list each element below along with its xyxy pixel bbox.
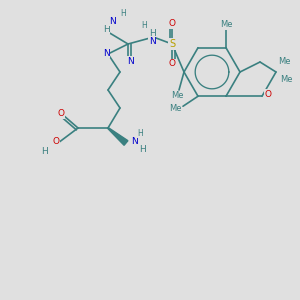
Text: S: S [169,39,175,49]
Text: N: N [110,16,116,26]
Text: O: O [52,137,59,146]
Text: H: H [40,148,47,157]
Text: O: O [265,90,272,99]
Text: N: N [103,49,110,58]
Text: Me: Me [169,104,181,113]
Text: H: H [148,28,155,38]
Text: H: H [103,25,110,34]
Polygon shape [108,128,128,145]
Text: Me: Me [278,58,290,67]
Text: H: H [141,22,147,31]
Text: N: N [127,56,134,65]
Text: Me: Me [220,20,232,29]
Text: O: O [169,20,176,28]
Text: H: H [120,8,126,17]
Text: Me: Me [280,76,292,85]
Text: N: N [130,136,137,146]
Text: H: H [137,128,143,137]
Text: O: O [58,110,64,118]
Text: O: O [169,59,176,68]
Text: Me: Me [171,92,183,100]
Text: H: H [140,145,146,154]
Text: N: N [148,37,155,46]
